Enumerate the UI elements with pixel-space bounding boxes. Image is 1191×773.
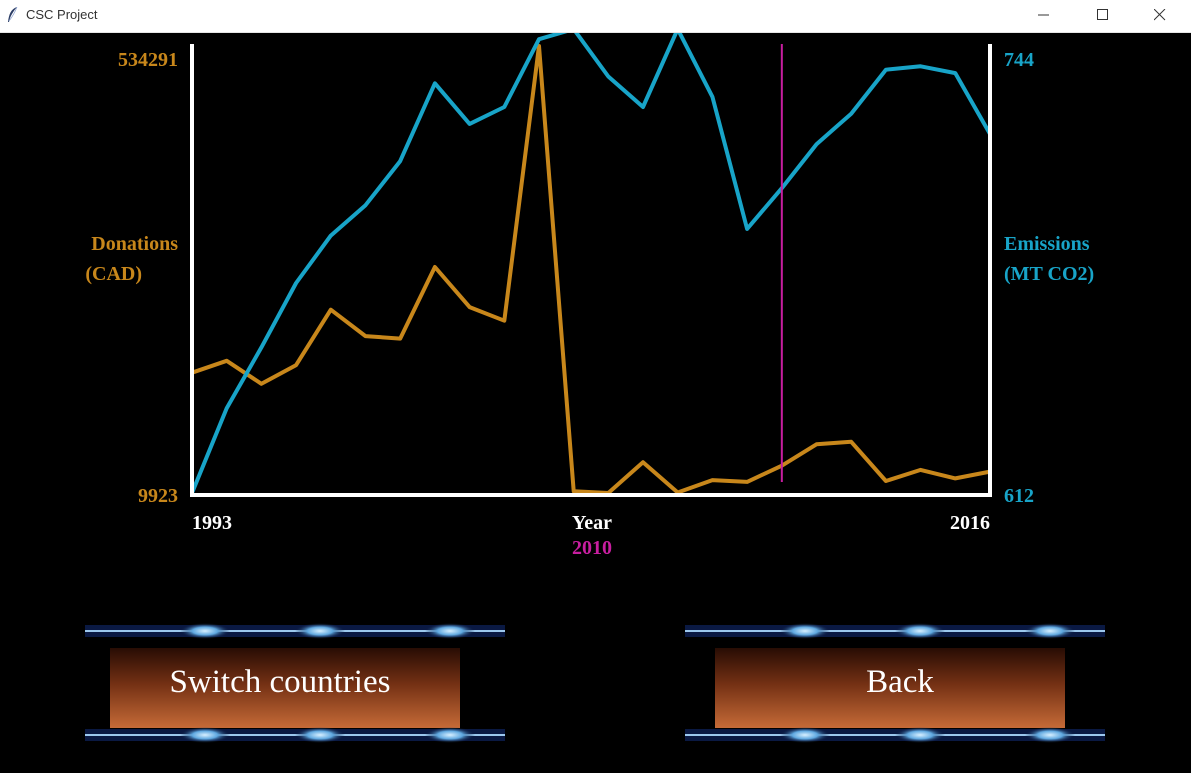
x-tick-end: 2016 — [950, 512, 990, 534]
switch-countries-button[interactable]: Switch countries — [85, 618, 515, 748]
x-axis-title: Year — [572, 512, 612, 534]
maximize-button[interactable] — [1080, 0, 1126, 30]
left-axis-title-line1: Donations — [91, 233, 178, 255]
feather-icon — [8, 7, 18, 22]
dual-axis-line-chart: 534291 9923 Donations (CAD) 744 612 Emis… — [85, 33, 1094, 559]
left-axis-max-label: 534291 — [118, 49, 178, 71]
emissions-series-line — [190, 33, 992, 494]
selected-year-label: 2010 — [572, 537, 612, 559]
minimize-icon — [1038, 14, 1049, 16]
switch-countries-label: Switch countries — [169, 664, 391, 700]
x-tick-start: 1993 — [192, 512, 232, 534]
left-axis-min-label: 9923 — [138, 485, 178, 507]
back-button-art — [685, 623, 1105, 743]
series-layer — [190, 33, 992, 495]
right-axis-max-label: 744 — [1004, 49, 1034, 71]
switch-button-art — [85, 623, 505, 743]
maximize-icon — [1097, 9, 1108, 20]
left-axis-title-line2: (CAD) — [85, 263, 142, 285]
close-button[interactable] — [1137, 0, 1183, 30]
right-axis-min-label: 612 — [1004, 485, 1034, 507]
back-label: Back — [866, 664, 934, 700]
back-button[interactable]: Back — [685, 618, 1115, 748]
title-bar: CSC Project — [0, 0, 1191, 33]
right-axis-title-line1: Emissions — [1004, 233, 1090, 255]
minimize-button[interactable] — [1021, 0, 1067, 30]
window-title: CSC Project — [26, 7, 98, 22]
donations-series-line — [191, 44, 991, 495]
right-axis-title-line2: (MT CO2) — [1004, 263, 1094, 285]
close-icon — [1154, 9, 1166, 21]
